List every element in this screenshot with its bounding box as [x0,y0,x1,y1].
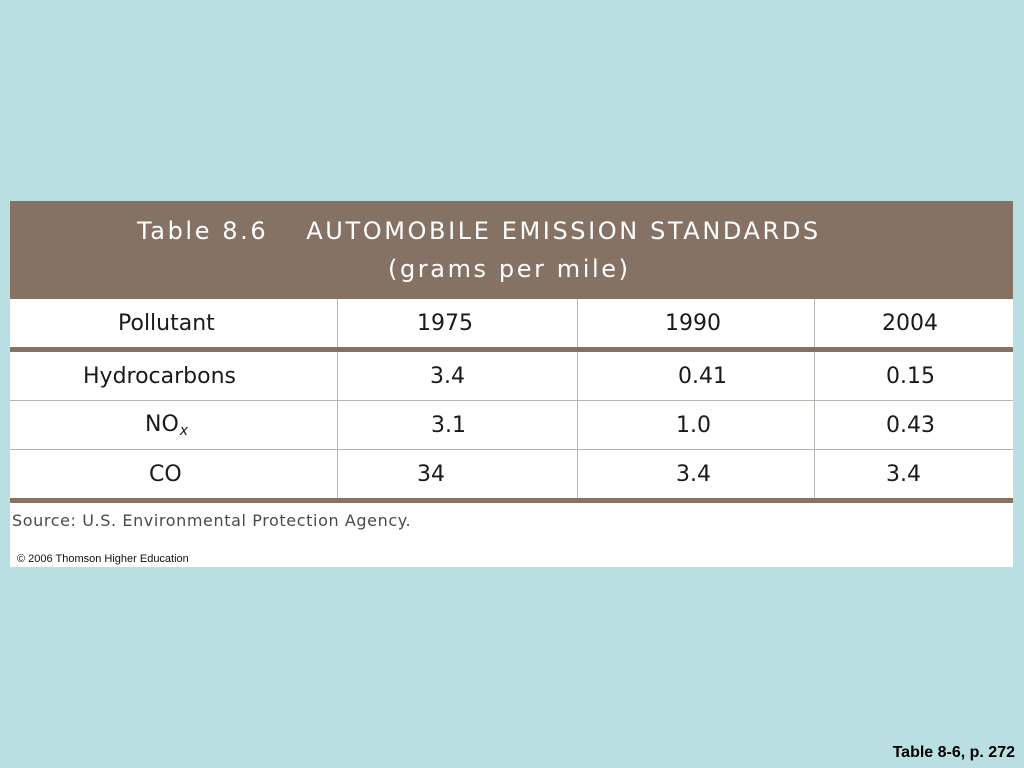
pollutant-name: Hydrocarbons [83,363,237,389]
column-header-2004: 2004 [882,310,938,336]
value-cell: 3.4 [577,450,814,498]
value-cell: 3.4 [814,450,1013,498]
table-row: Hydrocarbons 3.4 0.41 0.15 [10,352,1013,401]
value-2004: 3.4 [886,461,921,487]
column-header-cell: 2004 [814,299,1013,347]
pollutant-cell: NOx [10,401,337,449]
value-cell: 0.41 [577,352,814,400]
table-title-text: AUTOMOBILE EMISSION STANDARDS [306,217,821,245]
value-2004: 0.43 [886,412,935,438]
value-1975: 3.1 [431,412,466,438]
emission-table: Pollutant 1975 1990 2004 Hydrocarbons 3.… [10,299,1013,503]
table-subtitle: (grams per mile) [388,255,631,283]
table-header-band: Table 8.6 AUTOMOBILE EMISSION STANDARDS (… [10,201,1013,299]
table-title: Table 8.6 AUTOMOBILE EMISSION STANDARDS [137,217,821,245]
column-header-cell: Pollutant [10,299,337,347]
pollutant-name: CO [149,461,182,487]
column-header-1975: 1975 [417,310,473,336]
table-row: CO 34 3.4 3.4 [10,450,1013,503]
source-note: Source: U.S. Environmental Protection Ag… [12,511,412,530]
pollutant-cell: CO [10,450,337,498]
value-1990: 0.41 [678,363,727,389]
value-cell: 34 [337,450,577,498]
value-1990: 3.4 [676,461,711,487]
value-cell: 0.15 [814,352,1013,400]
table-card: Table 8.6 AUTOMOBILE EMISSION STANDARDS (… [10,201,1013,567]
value-1975: 34 [417,461,445,487]
value-cell: 0.43 [814,401,1013,449]
pollutant-cell: Hydrocarbons [10,352,337,400]
value-1990: 1.0 [676,412,711,438]
pollutant-base: NO [145,411,179,437]
copyright-note: © 2006 Thomson Higher Education [17,553,189,565]
table-row: NOx 3.1 1.0 0.43 [10,401,1013,450]
pollutant-name: NOx [145,412,188,439]
value-cell: 3.4 [337,352,577,400]
page-reference: Table 8-6, p. 272 [892,744,1015,761]
table-number: Table 8.6 [137,217,269,245]
column-header-1990: 1990 [665,310,721,336]
value-2004: 0.15 [886,363,935,389]
value-1975: 3.4 [430,363,465,389]
pollutant-subscript: x [179,422,189,439]
value-cell: 3.1 [337,401,577,449]
table-header-row: Pollutant 1975 1990 2004 [10,299,1013,352]
column-header-pollutant: Pollutant [118,310,215,336]
column-header-cell: 1975 [337,299,577,347]
value-cell: 1.0 [577,401,814,449]
column-header-cell: 1990 [577,299,814,347]
